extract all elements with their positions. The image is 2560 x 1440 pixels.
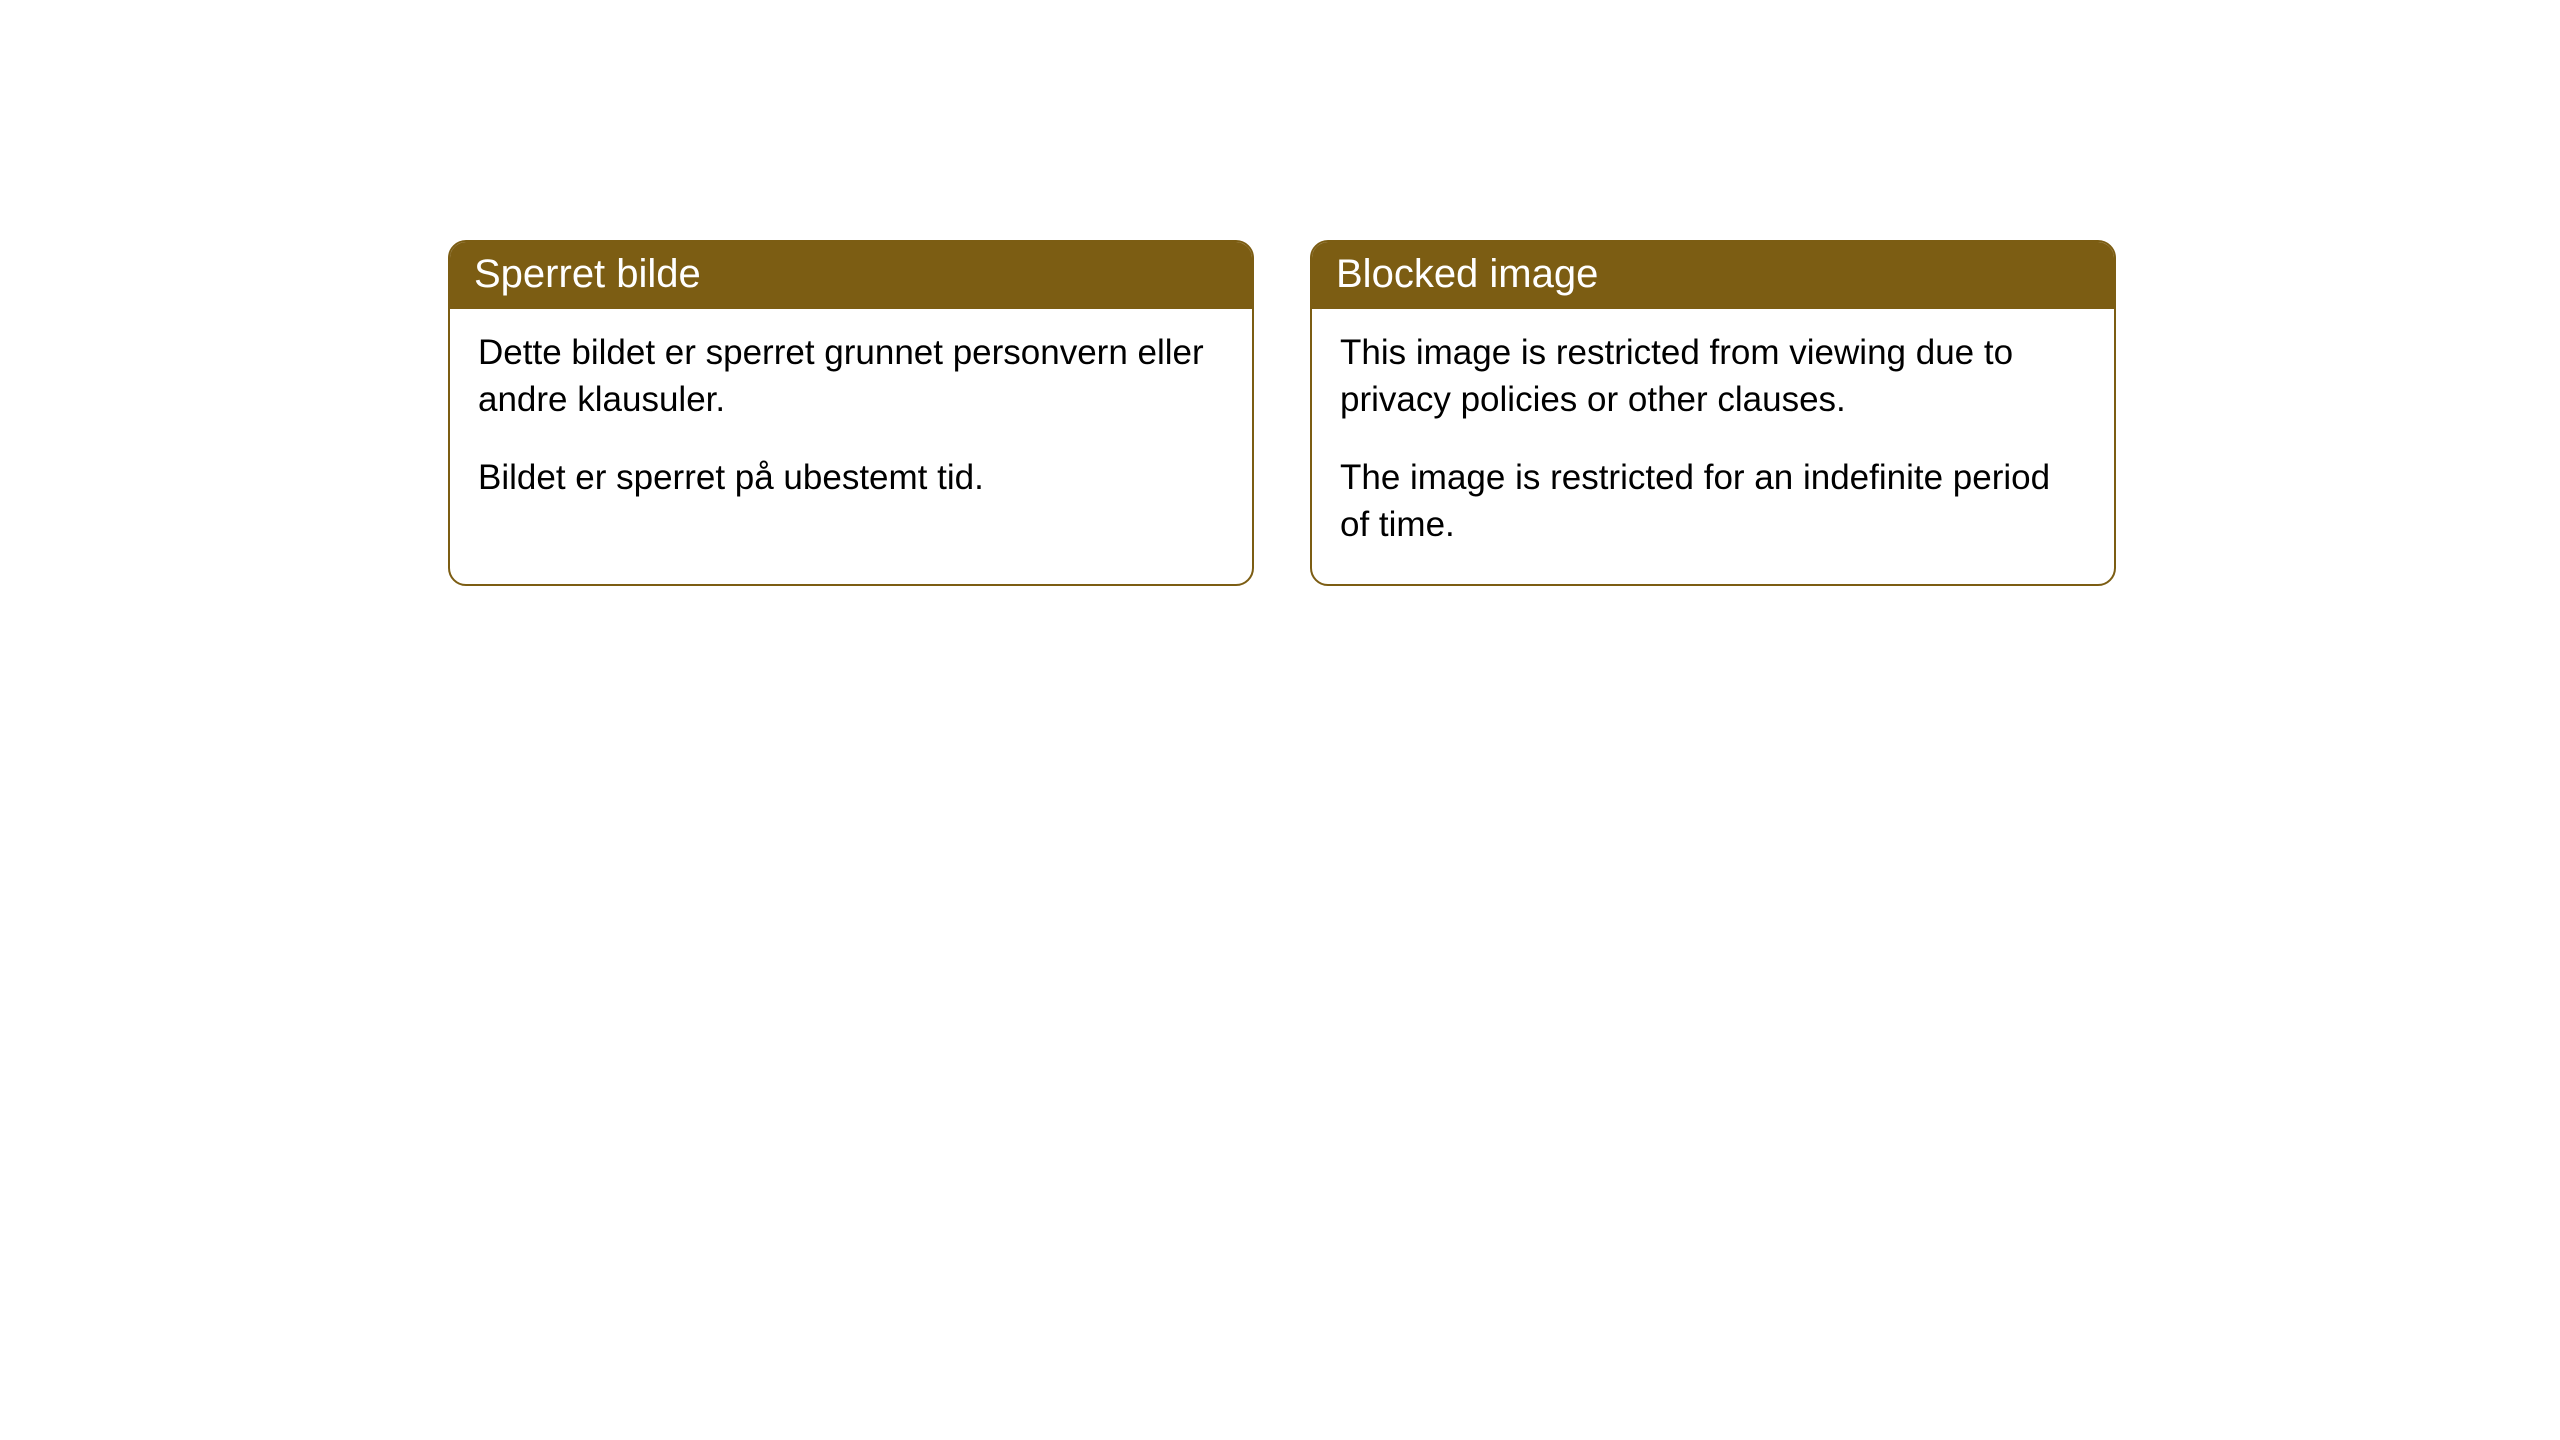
notice-container: Sperret bilde Dette bildet er sperret gr… [448,240,2560,586]
card-body: Dette bildet er sperret grunnet personve… [450,309,1252,537]
card-header: Sperret bilde [450,242,1252,309]
notice-paragraph-1: This image is restricted from viewing du… [1340,329,2086,424]
card-body: This image is restricted from viewing du… [1312,309,2114,584]
notice-paragraph-2: The image is restricted for an indefinit… [1340,454,2086,549]
notice-card-english: Blocked image This image is restricted f… [1310,240,2116,586]
notice-paragraph-2: Bildet er sperret på ubestemt tid. [478,454,1224,501]
card-header: Blocked image [1312,242,2114,309]
notice-paragraph-1: Dette bildet er sperret grunnet personve… [478,329,1224,424]
notice-card-norwegian: Sperret bilde Dette bildet er sperret gr… [448,240,1254,586]
